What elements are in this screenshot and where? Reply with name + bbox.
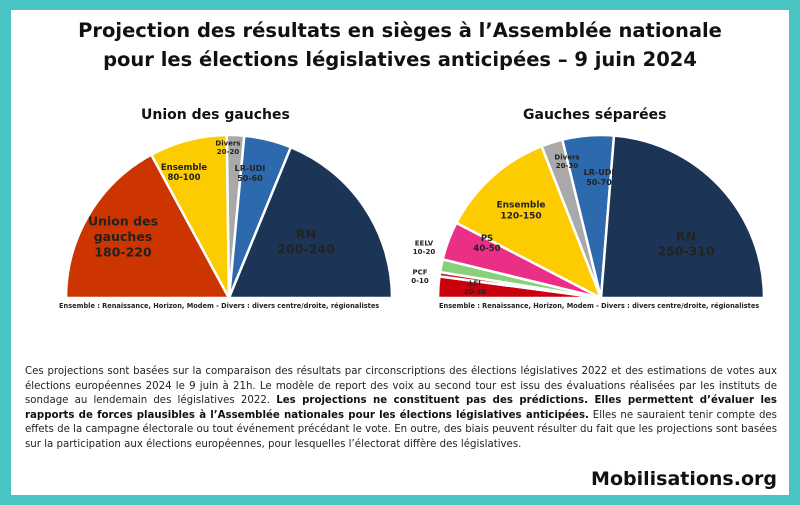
range-union-des-gauches: 180-220 bbox=[94, 244, 152, 259]
range-ensemble: 120-150 bbox=[500, 212, 541, 222]
label-divers: Divers 20-20 bbox=[215, 140, 240, 157]
slice-ensemble bbox=[454, 144, 604, 301]
range-lr-udi: 50-70 bbox=[586, 178, 612, 187]
name-rn: RN bbox=[676, 228, 696, 243]
chart-2-title: Gauches séparées bbox=[523, 107, 667, 123]
chart-2-note: Ensemble : Renaissance, Horizon, Modem -… bbox=[439, 302, 760, 310]
label-lr-udi: LR-UDI 50-70 bbox=[584, 168, 615, 187]
description-text: Ces projections sont basées sur la compa… bbox=[25, 365, 777, 453]
range-divers: 20-30 bbox=[556, 162, 579, 170]
slice-union-des-gauches bbox=[64, 153, 232, 300]
chart-union-des-gauches: Union des gauches 180-220 Ensemble 80-100 Div… bbox=[64, 133, 394, 300]
range-rn: 250-310 bbox=[657, 244, 715, 259]
name-eelv: EELV bbox=[415, 240, 434, 248]
page-title: Projection des résultats en sièges à l’A… bbox=[11, 16, 789, 74]
label-lfi: LFI 20-30 bbox=[464, 280, 487, 297]
range-divers: 20-20 bbox=[217, 148, 240, 156]
label-ps: PS 40-50 bbox=[473, 234, 500, 254]
range-eelv: 10-20 bbox=[413, 248, 436, 256]
range-ps: 40-50 bbox=[473, 244, 500, 254]
range-lfi: 20-30 bbox=[464, 288, 487, 296]
chart-1-title: Union des gauches bbox=[141, 107, 290, 123]
description-part-2: Elles ne sauraient tenir compte des effe… bbox=[25, 409, 777, 450]
name-lr-udi: LR-UDI bbox=[235, 164, 266, 173]
name-divers: Divers bbox=[215, 140, 240, 148]
name-lfi: LFI bbox=[469, 280, 481, 288]
name-divers: Divers bbox=[554, 154, 579, 162]
infographic-card: Projection des résultats en sièges à l’A… bbox=[11, 10, 789, 495]
name-union-des-gauches: gauches bbox=[94, 229, 153, 244]
title-line-2: pour les élections législatives anticipé… bbox=[103, 48, 697, 71]
brand-logo-text: Mobilisations.org bbox=[591, 468, 777, 490]
label-union-des-gauches: Union des gauches 180-220 bbox=[88, 214, 158, 260]
range-lr-udi: 50-60 bbox=[237, 174, 263, 183]
label-ensemble: Ensemble 120-150 bbox=[496, 201, 545, 222]
range-pcf: 0-10 bbox=[411, 277, 429, 285]
name-ensemble: Ensemble bbox=[161, 163, 208, 173]
name-union-des-gauches: Union des bbox=[88, 214, 158, 229]
slice-rn bbox=[227, 145, 394, 300]
name-pcf: PCF bbox=[412, 269, 427, 277]
name-ensemble: Ensemble bbox=[496, 201, 545, 211]
label-rn: RN 200-240 bbox=[277, 226, 335, 256]
label-eelv: EELV 10-20 bbox=[413, 240, 436, 257]
label-pcf: PCF 0-10 bbox=[411, 269, 429, 286]
name-ps: PS bbox=[481, 234, 493, 244]
range-ensemble: 80-100 bbox=[167, 173, 200, 183]
name-lr-udi: LR-UDI bbox=[584, 168, 615, 177]
description-part-1: Ces projections sont basées sur la compa… bbox=[25, 366, 777, 407]
slice-rn bbox=[599, 134, 766, 300]
title-line-1: Projection des résultats en sièges à l’A… bbox=[78, 19, 722, 42]
label-ensemble: Ensemble 80-100 bbox=[161, 163, 208, 183]
range-rn: 200-240 bbox=[277, 242, 335, 257]
label-rn: RN 250-310 bbox=[657, 228, 715, 258]
chart-1-note: Ensemble : Renaissance, Horizon, Modem -… bbox=[59, 302, 380, 310]
description-bold: Les projections ne constituent pas des p… bbox=[25, 395, 777, 421]
label-divers: Divers 20-30 bbox=[554, 154, 579, 171]
label-lr-udi: LR-UDI 50-60 bbox=[235, 164, 266, 183]
name-rn: RN bbox=[296, 226, 316, 241]
